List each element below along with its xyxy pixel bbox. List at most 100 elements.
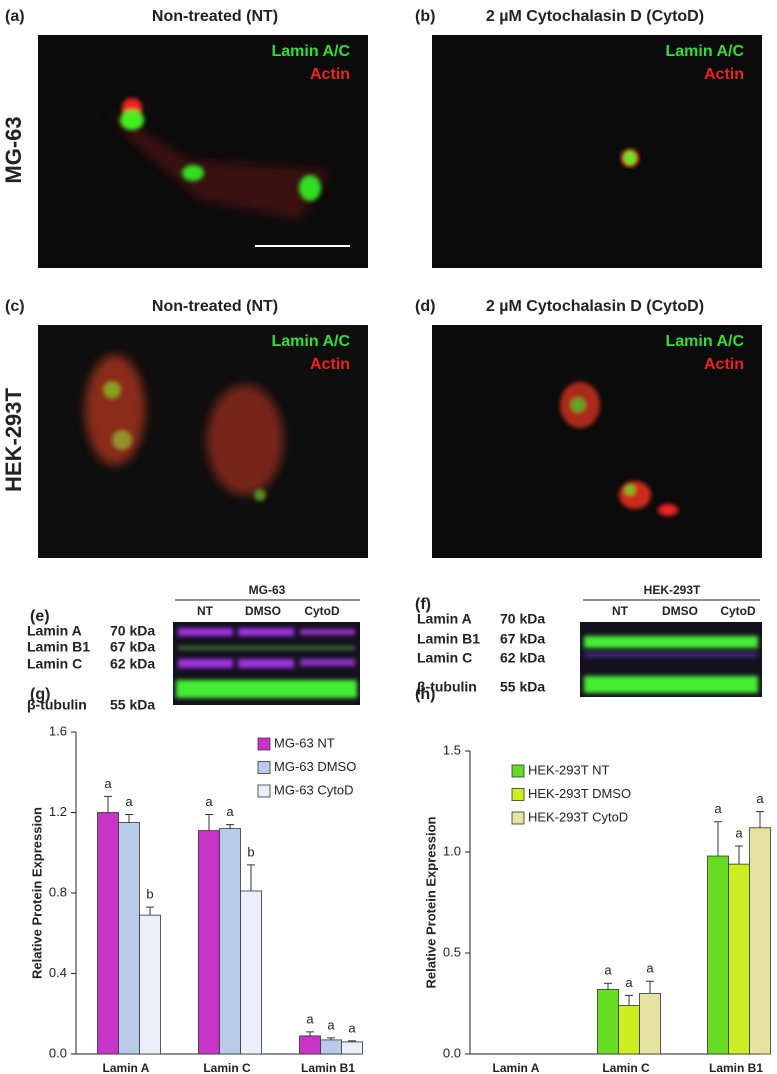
band-name: Lamin B1 bbox=[27, 639, 90, 655]
legend-label: MG-63 NT bbox=[274, 735, 335, 750]
error-bar bbox=[735, 845, 743, 865]
x-tick-label: Lamin B1 bbox=[709, 1061, 763, 1074]
panel-title: Non-treated (NT) bbox=[152, 8, 278, 25]
band-name: β-tubulin bbox=[27, 697, 87, 713]
band-size: 67 kDa bbox=[110, 639, 155, 655]
bar bbox=[97, 812, 119, 1055]
legend-label: Actin bbox=[310, 356, 350, 373]
x-tick-label: Lamin A bbox=[103, 1061, 150, 1074]
x-tick-label: Lamin C bbox=[203, 1061, 251, 1074]
legend-label: Lamin A/C bbox=[271, 333, 350, 350]
band-size: 70 kDa bbox=[500, 611, 545, 627]
legend-label: HEK-293T NT bbox=[528, 762, 609, 777]
panel-label: (b) bbox=[415, 8, 435, 25]
lane-label: CytoD bbox=[720, 604, 756, 618]
legend-swatch bbox=[511, 811, 525, 825]
bar bbox=[118, 822, 140, 1055]
panel-label: (f) bbox=[415, 596, 431, 613]
error-bar bbox=[604, 982, 612, 990]
legend-label: Lamin A/C bbox=[665, 43, 744, 60]
y-tick-label: 0.0 bbox=[49, 1045, 67, 1060]
row-label: MG-63 bbox=[1, 116, 26, 183]
bar bbox=[597, 988, 619, 1055]
band-name: Lamin B1 bbox=[417, 631, 480, 647]
panel-label: (h) bbox=[415, 686, 435, 703]
bar bbox=[198, 830, 220, 1055]
significance-letter: b bbox=[247, 844, 254, 859]
lane-label: DMSO bbox=[245, 604, 281, 618]
error-bar bbox=[226, 824, 234, 829]
y-tick-label: 1.2 bbox=[49, 804, 67, 819]
panel-label: (e) bbox=[30, 608, 50, 625]
bar bbox=[749, 827, 771, 1055]
band-size: 55 kDa bbox=[500, 679, 545, 695]
legend-swatch bbox=[257, 761, 271, 774]
micrograph bbox=[432, 35, 762, 268]
blot-header: MG-63 bbox=[249, 583, 286, 597]
panel-label: (g) bbox=[30, 686, 50, 703]
y-axis-label: Relative Protein Expression bbox=[423, 816, 438, 988]
panel-label: (a) bbox=[5, 8, 25, 25]
bar bbox=[139, 914, 161, 1055]
significance-letter: a bbox=[604, 963, 612, 978]
band-size: 55 kDa bbox=[110, 697, 155, 713]
band-name: Lamin A bbox=[27, 623, 82, 639]
significance-letter: a bbox=[646, 961, 654, 976]
lane-label: NT bbox=[612, 604, 629, 618]
error-bar bbox=[327, 1037, 335, 1040]
legend-swatch bbox=[257, 737, 271, 751]
y-tick-label: 0.5 bbox=[443, 944, 461, 959]
significance-letter: a bbox=[348, 1020, 356, 1035]
lane-label: DMSO bbox=[662, 604, 698, 618]
significance-letter: a bbox=[306, 1011, 314, 1026]
significance-letter: a bbox=[226, 804, 234, 819]
band-name: Lamin C bbox=[27, 656, 82, 672]
error-bar bbox=[125, 814, 133, 823]
legend-label: Actin bbox=[704, 66, 744, 83]
panel-label: (d) bbox=[415, 298, 435, 315]
y-tick-label: 0.0 bbox=[443, 1045, 461, 1060]
band-name: Lamin C bbox=[417, 650, 472, 666]
micrograph bbox=[38, 35, 368, 268]
y-tick-label: 0.8 bbox=[49, 884, 67, 899]
legend-label: Lamin A/C bbox=[665, 333, 744, 350]
band-name: β-tubulin bbox=[417, 679, 477, 695]
band-size: 62 kDa bbox=[110, 656, 155, 672]
legend-label: Lamin A/C bbox=[271, 43, 350, 60]
significance-letter: a bbox=[714, 801, 722, 816]
significance-letter: a bbox=[625, 975, 633, 990]
error-bar bbox=[104, 795, 112, 813]
band-size: 62 kDa bbox=[500, 650, 545, 666]
significance-letter: a bbox=[125, 794, 133, 809]
band-name: Lamin A bbox=[417, 611, 472, 627]
bar bbox=[299, 1035, 321, 1055]
bar bbox=[219, 828, 241, 1055]
x-tick-label: Lamin B1 bbox=[301, 1061, 355, 1074]
lane-label: CytoD bbox=[304, 604, 340, 618]
y-tick-label: 1.6 bbox=[49, 723, 67, 738]
error-bar bbox=[756, 811, 764, 828]
significance-letter: a bbox=[205, 794, 213, 809]
x-tick-label: Lamin A bbox=[493, 1061, 540, 1074]
error-bar bbox=[247, 864, 255, 891]
bar bbox=[707, 855, 729, 1055]
bar bbox=[618, 1005, 640, 1055]
panel-title: 2 µM Cytochalasin D (CytoD) bbox=[486, 8, 704, 25]
y-tick-label: 1.0 bbox=[443, 843, 461, 858]
error-bar bbox=[714, 821, 722, 857]
panel-title: Non-treated (NT) bbox=[152, 298, 278, 315]
significance-letter: a bbox=[327, 1017, 335, 1032]
legend-label: MG-63 DMSO bbox=[274, 759, 356, 774]
error-bar bbox=[348, 1040, 356, 1042]
bar bbox=[639, 993, 661, 1055]
error-bar bbox=[146, 906, 154, 916]
error-bar bbox=[646, 980, 654, 994]
legend-label: Actin bbox=[310, 66, 350, 83]
significance-letter: a bbox=[756, 791, 764, 806]
legend-swatch bbox=[511, 764, 525, 778]
lane-label: NT bbox=[197, 604, 214, 618]
legend-label: MG-63 CytoD bbox=[274, 782, 353, 797]
blot-header: HEK-293T bbox=[644, 583, 701, 597]
